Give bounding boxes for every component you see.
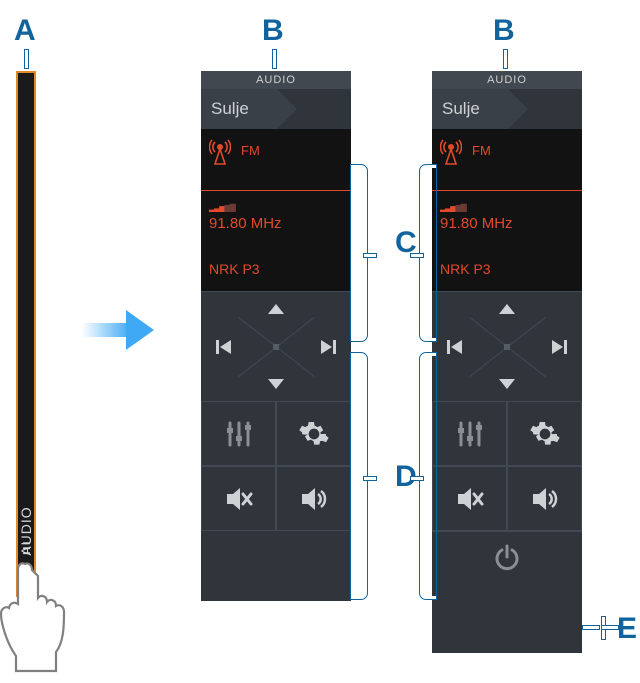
station-name: NRK P3	[201, 255, 351, 291]
arrow-icon	[82, 310, 162, 350]
panel-title: AUDIO	[432, 71, 582, 89]
tick-E-h2	[602, 626, 618, 629]
next-track-button[interactable]	[319, 338, 337, 361]
frequency-value: 91.80 MHz	[209, 215, 343, 232]
close-button[interactable]: Sulje	[201, 89, 351, 129]
audio-panel-expanded-with-power: AUDIO Sulje FM ▂▃▅▆▇ 91.80 MHz NRK P3	[432, 71, 582, 653]
bracket-D-right	[351, 353, 367, 599]
volume-button[interactable]	[276, 466, 351, 531]
equalizer-button[interactable]	[201, 401, 276, 466]
collapsed-title: AUDIO	[18, 506, 34, 555]
volume-icon	[299, 484, 329, 514]
power-icon	[492, 543, 522, 573]
station-name: NRK P3	[432, 255, 582, 291]
signal-icon: ▂▃▅▆▇	[440, 197, 574, 215]
radio-band-row[interactable]: FM	[201, 129, 351, 191]
callout-B-1: B	[262, 14, 284, 48]
equalizer-button[interactable]	[432, 401, 507, 466]
equalizer-icon	[224, 419, 254, 449]
callout-B-2: B	[493, 14, 515, 48]
close-label: Sulje	[211, 99, 249, 119]
callout-A: A	[14, 14, 36, 48]
gear-icon	[529, 418, 561, 450]
settings-button[interactable]	[507, 401, 582, 466]
tick-B2	[504, 50, 507, 68]
close-button[interactable]: Sulje	[432, 89, 582, 129]
prev-track-button[interactable]	[446, 338, 464, 361]
audio-panel-expanded: AUDIO Sulje FM ▂▃▅▆▇ 91.80 MHz NRK P3	[201, 71, 351, 601]
bracket-C-right	[351, 165, 367, 341]
nav-center-icon[interactable]	[273, 344, 279, 350]
power-button[interactable]	[432, 531, 582, 583]
volume-button[interactable]	[507, 466, 582, 531]
tick-E-h1	[583, 626, 599, 629]
signal-icon: ▂▃▅▆▇	[209, 197, 343, 215]
frequency-value: 91.80 MHz	[440, 215, 574, 232]
hand-cursor-icon	[0, 556, 76, 674]
mute-button[interactable]	[201, 466, 276, 531]
bracket-C-left	[420, 165, 436, 341]
mute-icon	[224, 484, 254, 514]
nav-center-icon[interactable]	[504, 344, 510, 350]
mute-button[interactable]	[432, 466, 507, 531]
volume-icon	[530, 484, 560, 514]
nav-pad	[432, 291, 582, 401]
band-label: FM	[472, 143, 491, 158]
collapsed-audio-tab[interactable]: ━━━ AUDIO	[16, 71, 36, 597]
mute-icon	[455, 484, 485, 514]
close-label: Sulje	[442, 99, 480, 119]
radio-band-row[interactable]: FM	[432, 129, 582, 191]
callout-E: E	[617, 612, 637, 646]
gear-icon	[298, 418, 330, 450]
nav-down-icon[interactable]	[268, 379, 284, 389]
prev-track-button[interactable]	[215, 338, 233, 361]
tick-B1	[273, 50, 276, 68]
next-track-button[interactable]	[550, 338, 568, 361]
nav-pad	[201, 291, 351, 401]
panel-title: AUDIO	[201, 71, 351, 89]
bracket-D-left	[420, 353, 436, 599]
nav-up-icon[interactable]	[268, 304, 284, 314]
antenna-icon	[440, 139, 462, 165]
tick-A	[25, 50, 28, 68]
nav-down-icon[interactable]	[499, 379, 515, 389]
frequency-row: ▂▃▅▆▇ 91.80 MHz	[201, 191, 351, 255]
band-label: FM	[241, 143, 260, 158]
settings-button[interactable]	[276, 401, 351, 466]
nav-up-icon[interactable]	[499, 304, 515, 314]
antenna-icon	[209, 139, 231, 165]
equalizer-icon	[455, 419, 485, 449]
frequency-row: ▂▃▅▆▇ 91.80 MHz	[432, 191, 582, 255]
